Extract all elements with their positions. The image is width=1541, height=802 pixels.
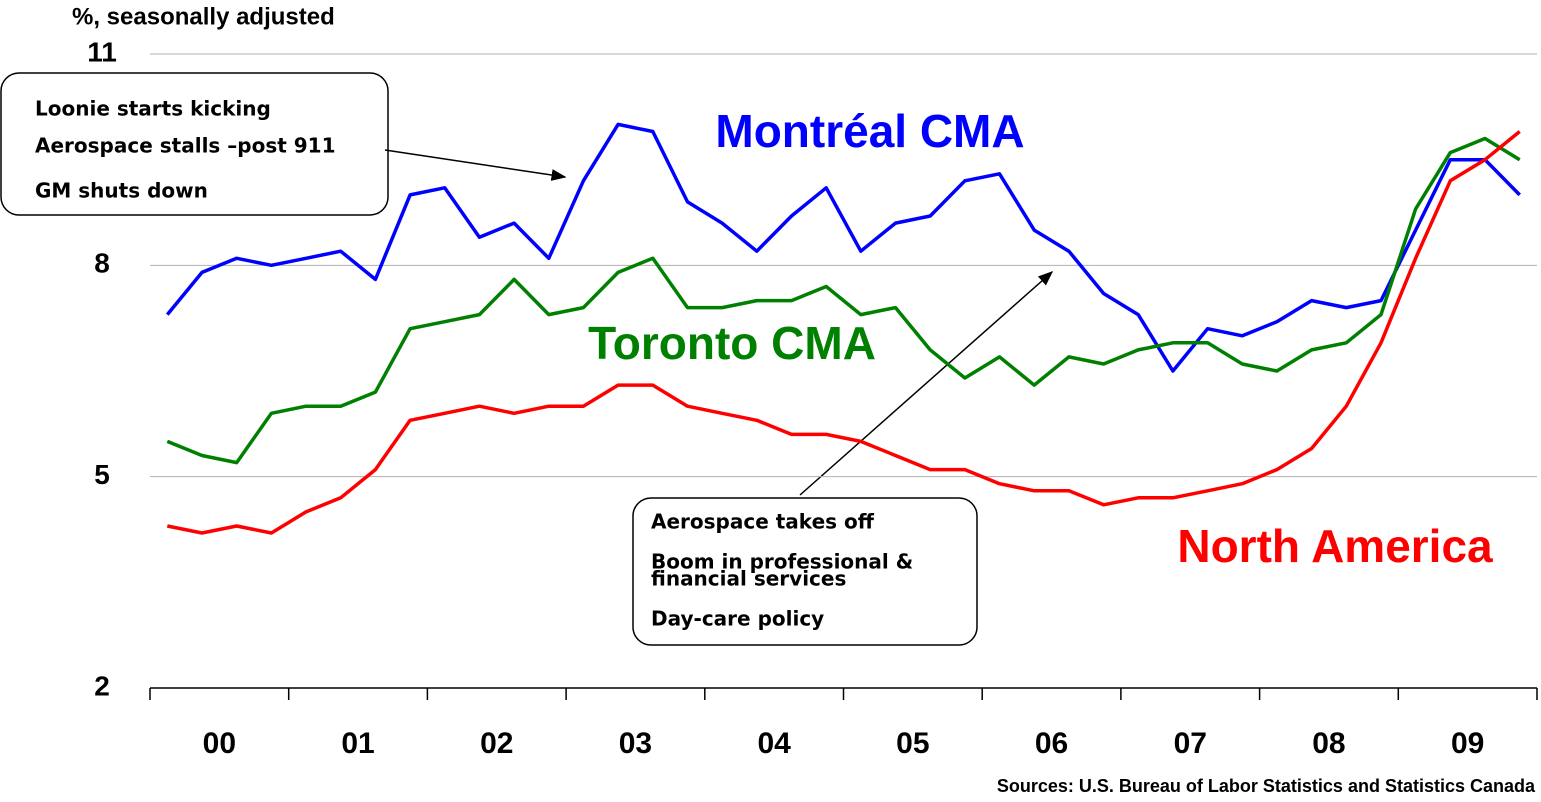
x-tick-label: 00	[203, 727, 236, 760]
annotation-text: Aerospace stalls –post 911	[35, 134, 336, 158]
annotation-text: GM shuts down	[35, 179, 208, 203]
series-label: Montréal CMA	[715, 105, 1024, 157]
annotation-arrow	[799, 271, 1054, 496]
x-tick-label: 04	[757, 727, 791, 760]
annotation-box	[0, 72, 389, 216]
x-tick-label: 01	[341, 727, 374, 760]
x-tick-label: 05	[896, 727, 929, 760]
y-tick-label: 5	[94, 459, 110, 490]
y-tick-label: 11	[87, 36, 117, 67]
y-tick-label: 2	[94, 670, 110, 701]
x-tick-label: 02	[480, 727, 513, 760]
source: Sources: U.S. Bureau of Labor Statistics…	[997, 776, 1536, 796]
series-label: Toronto CMA	[588, 317, 876, 369]
annotation-text: financial services	[651, 567, 846, 591]
annotation-box	[632, 497, 978, 646]
annotation-text: Loonie starts kicking	[35, 97, 271, 121]
x-tick-label: 09	[1451, 727, 1484, 760]
series-label: North America	[1177, 520, 1493, 572]
annotation-text: Aerospace takes off	[651, 510, 875, 534]
x-tick-label: 03	[619, 727, 652, 760]
annotation-arrow	[384, 149, 567, 181]
series-line	[166, 136, 1521, 465]
y-axis-label: %, seasonally adjusted	[72, 3, 335, 30]
x-tick-label: 06	[1035, 727, 1068, 760]
annotation-text: Day-care policy	[651, 607, 824, 631]
x-tick-label: 07	[1174, 727, 1207, 760]
y-tick-label: 8	[94, 248, 110, 279]
annotation-text: Boom in professional &	[651, 550, 913, 574]
x-tick-label: 08	[1312, 727, 1345, 760]
series-line	[166, 130, 1521, 535]
series-line	[165, 122, 1521, 373]
